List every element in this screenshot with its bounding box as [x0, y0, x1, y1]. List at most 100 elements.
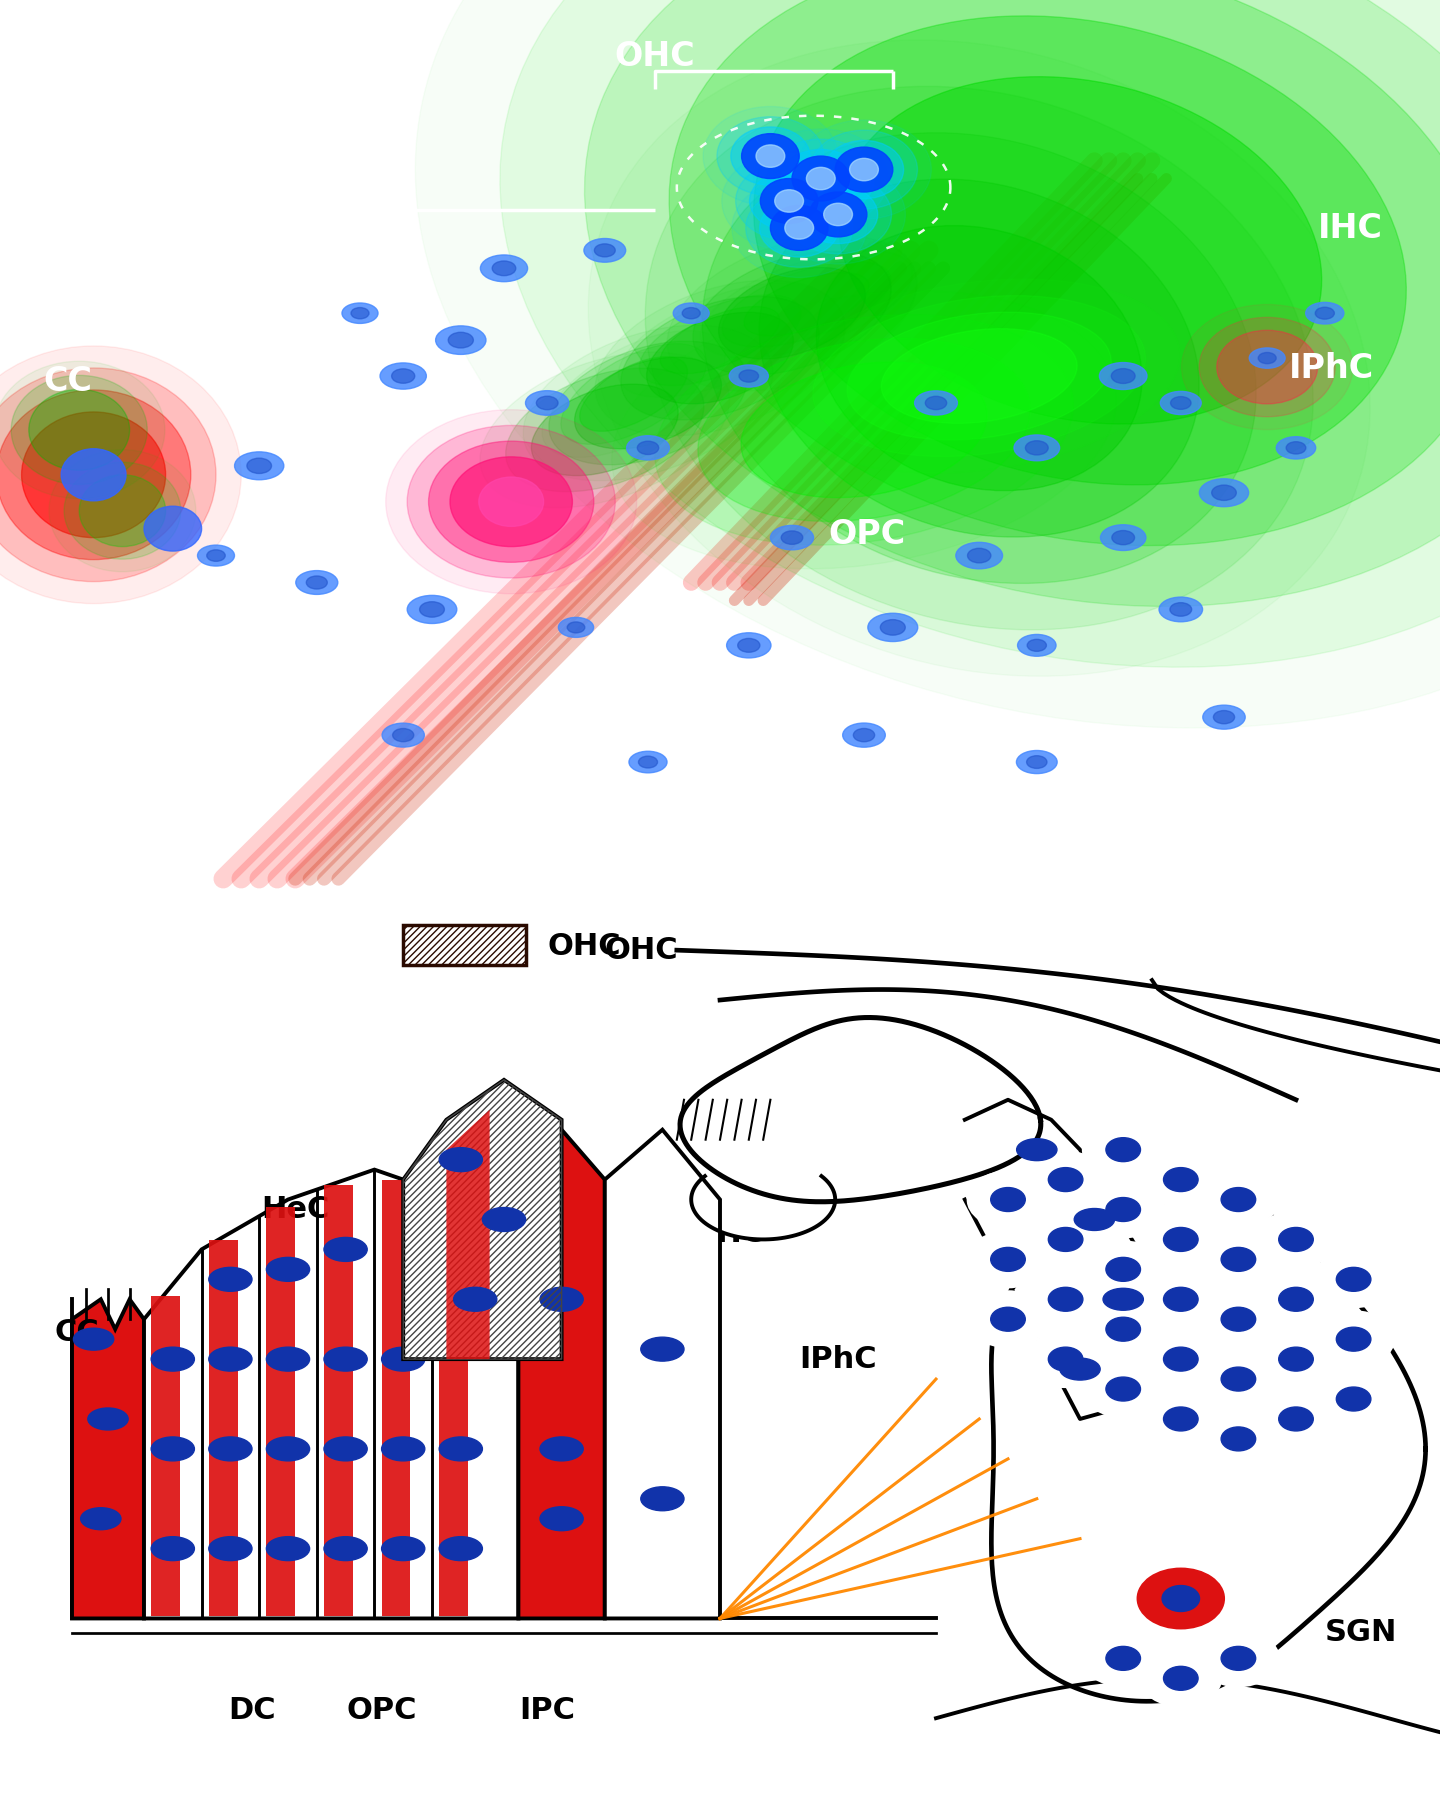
Ellipse shape: [526, 392, 569, 415]
Ellipse shape: [1014, 435, 1060, 462]
Ellipse shape: [812, 297, 1146, 457]
Ellipse shape: [429, 442, 593, 563]
Ellipse shape: [380, 363, 426, 390]
Circle shape: [1048, 1347, 1083, 1372]
Polygon shape: [446, 1109, 490, 1359]
Ellipse shape: [842, 723, 886, 748]
Ellipse shape: [785, 176, 891, 255]
Ellipse shape: [1211, 485, 1237, 502]
Circle shape: [1083, 1631, 1164, 1687]
Circle shape: [1221, 1188, 1256, 1212]
Ellipse shape: [540, 1507, 583, 1530]
Ellipse shape: [1250, 349, 1284, 369]
Circle shape: [991, 1188, 1025, 1212]
Ellipse shape: [478, 478, 544, 527]
Ellipse shape: [209, 1347, 252, 1372]
Ellipse shape: [926, 397, 946, 410]
Circle shape: [1140, 1271, 1221, 1327]
Ellipse shape: [207, 550, 225, 563]
Ellipse shape: [660, 307, 780, 374]
Ellipse shape: [386, 410, 636, 595]
Circle shape: [1256, 1392, 1336, 1447]
Circle shape: [1025, 1332, 1106, 1388]
Ellipse shape: [382, 725, 425, 748]
Ellipse shape: [575, 358, 721, 450]
Ellipse shape: [1200, 318, 1335, 417]
Ellipse shape: [868, 613, 917, 642]
Ellipse shape: [737, 638, 760, 653]
Ellipse shape: [639, 295, 801, 387]
Ellipse shape: [838, 77, 1322, 424]
Ellipse shape: [382, 1437, 425, 1462]
Bar: [266, 1206, 295, 1616]
Ellipse shape: [1169, 604, 1192, 617]
Ellipse shape: [324, 1437, 367, 1462]
Ellipse shape: [736, 162, 842, 241]
Ellipse shape: [647, 313, 793, 405]
Circle shape: [1279, 1347, 1313, 1372]
Ellipse shape: [1112, 530, 1135, 545]
Ellipse shape: [505, 369, 704, 493]
Ellipse shape: [419, 602, 445, 619]
Ellipse shape: [408, 597, 456, 624]
Polygon shape: [691, 1176, 835, 1241]
Ellipse shape: [816, 227, 1142, 491]
Ellipse shape: [1099, 363, 1148, 390]
Ellipse shape: [1306, 304, 1344, 325]
Ellipse shape: [1018, 635, 1056, 656]
Bar: [324, 1185, 353, 1616]
Polygon shape: [403, 1081, 562, 1359]
Ellipse shape: [1060, 1357, 1100, 1381]
Ellipse shape: [1027, 757, 1047, 770]
Ellipse shape: [759, 180, 1200, 538]
Circle shape: [1164, 1667, 1198, 1690]
Bar: [439, 1201, 468, 1616]
Ellipse shape: [729, 365, 769, 388]
Ellipse shape: [785, 218, 814, 239]
Circle shape: [1336, 1327, 1371, 1352]
Ellipse shape: [12, 376, 147, 485]
Ellipse shape: [1181, 306, 1354, 430]
Ellipse shape: [144, 507, 202, 552]
Ellipse shape: [81, 1509, 121, 1530]
Ellipse shape: [0, 369, 216, 583]
Ellipse shape: [719, 268, 865, 360]
Ellipse shape: [703, 133, 1256, 584]
Circle shape: [968, 1232, 1048, 1287]
Circle shape: [1256, 1332, 1336, 1388]
Ellipse shape: [324, 1537, 367, 1561]
Ellipse shape: [560, 345, 707, 446]
Ellipse shape: [721, 263, 891, 347]
Ellipse shape: [79, 475, 166, 547]
Circle shape: [1140, 1153, 1221, 1208]
Circle shape: [1025, 1212, 1106, 1268]
Ellipse shape: [638, 757, 658, 768]
Ellipse shape: [439, 1537, 482, 1561]
Ellipse shape: [792, 156, 850, 201]
Ellipse shape: [796, 120, 932, 219]
Ellipse shape: [151, 1537, 194, 1561]
Polygon shape: [518, 1241, 605, 1618]
Text: IPhC: IPhC: [1289, 351, 1374, 385]
Ellipse shape: [583, 239, 626, 263]
Ellipse shape: [549, 342, 747, 466]
Circle shape: [1164, 1169, 1198, 1192]
Text: IHC: IHC: [706, 1219, 765, 1248]
Ellipse shape: [1017, 752, 1057, 775]
Ellipse shape: [798, 187, 878, 245]
Ellipse shape: [824, 142, 904, 200]
Ellipse shape: [782, 532, 802, 545]
Circle shape: [1336, 1268, 1371, 1291]
Circle shape: [1140, 1332, 1221, 1388]
Ellipse shape: [1217, 331, 1318, 405]
Ellipse shape: [968, 548, 991, 563]
Text: OHC: OHC: [605, 935, 678, 966]
Circle shape: [1313, 1372, 1394, 1428]
Ellipse shape: [1276, 437, 1316, 460]
Circle shape: [1025, 1153, 1106, 1208]
Ellipse shape: [780, 151, 861, 209]
Ellipse shape: [655, 315, 1073, 547]
Ellipse shape: [65, 462, 181, 559]
Text: CC: CC: [55, 1316, 99, 1347]
Ellipse shape: [703, 108, 838, 207]
